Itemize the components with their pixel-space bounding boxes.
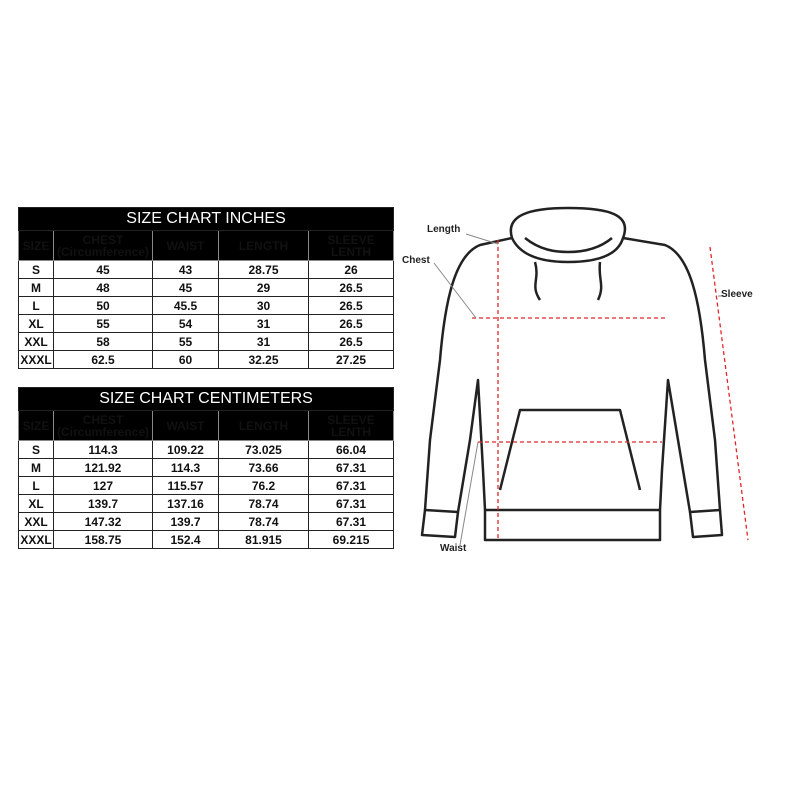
- table-title: SIZE CHART CENTIMETERS: [17, 387, 395, 411]
- cell-sleeve: 26: [307, 260, 395, 279]
- table-row: XL 55 54 31 26.5: [18, 314, 395, 333]
- cell-length: 28.75: [218, 260, 309, 279]
- table-row: L 127 115.57 76.2 67.31: [18, 476, 395, 495]
- cell-chest: 62.5: [53, 350, 153, 369]
- table-title: SIZE CHART INCHES: [17, 207, 395, 231]
- table-row: M 121.92 114.3 73.66 67.31: [18, 458, 395, 477]
- cell-waist: 152.4: [152, 530, 219, 549]
- chest-label: Chest: [402, 255, 430, 266]
- table-row: XXXL 158.75 152.4 81.915 69.215: [18, 530, 395, 549]
- header-sleeve: SLEEVE LENTH: [307, 230, 395, 261]
- cell-chest: 158.75: [53, 530, 153, 549]
- cell-sleeve: 69.215: [307, 530, 395, 549]
- sleeve-label: Sleeve: [721, 289, 753, 300]
- table-row: S 45 43 28.75 26: [18, 260, 395, 279]
- size-chart-inches: SIZE CHART INCHES SIZE CHEST (Circumferen…: [17, 207, 395, 369]
- waist-label: Waist: [440, 543, 467, 554]
- header-sleeve: SLEEVE LENTH: [307, 410, 395, 441]
- hoodie-outline: [420, 206, 724, 542]
- cell-waist: 45.5: [152, 296, 219, 315]
- table-row: XXXL 62.5 60 32.25 27.25: [18, 350, 395, 369]
- label-leaders: [433, 233, 724, 546]
- header-length: LENGTH: [218, 230, 309, 261]
- cell-length: 81.915: [218, 530, 309, 549]
- cell-waist: 60: [152, 350, 219, 369]
- cell-size: XXXL: [18, 530, 54, 549]
- size-chart-centimeters: SIZE CHART CENTIMETERS SIZE CHEST (Circum…: [17, 387, 395, 549]
- cell-waist: 137.16: [152, 494, 219, 513]
- cell-length: 78.74: [218, 512, 309, 531]
- header-row: SIZE CHEST (Circumference) WAIST LENGTH S…: [18, 230, 395, 261]
- cell-size: XXL: [18, 512, 54, 531]
- cell-waist: 114.3: [152, 458, 219, 477]
- cell-sleeve: 27.25: [307, 350, 395, 369]
- cell-chest: 55: [53, 314, 153, 333]
- header-waist: WAIST: [152, 230, 219, 261]
- cell-length: 32.25: [218, 350, 309, 369]
- table-row: L 50 45.5 30 26.5: [18, 296, 395, 315]
- cell-waist: 43: [152, 260, 219, 279]
- length-label: Length: [427, 224, 461, 235]
- header-length: LENGTH: [218, 410, 309, 441]
- cell-sleeve: 67.31: [307, 476, 395, 495]
- cell-sleeve: 67.31: [307, 458, 395, 477]
- measure-lines: [472, 240, 749, 541]
- cell-size: XXXL: [18, 350, 54, 369]
